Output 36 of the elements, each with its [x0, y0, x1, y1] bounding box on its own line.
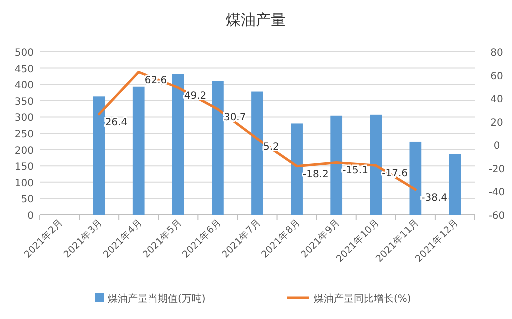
y-tick-label: 50 — [21, 194, 34, 206]
y-tick-label: 0 — [28, 211, 34, 222]
bar — [370, 114, 382, 215]
bar — [172, 74, 184, 215]
y-tick-label: 500 — [14, 48, 34, 59]
bar — [291, 124, 303, 215]
legend-label: 煤油产量当期值(万吨) — [108, 293, 206, 305]
y2-tick-label: -60 — [488, 211, 506, 222]
y-tick-label: 200 — [14, 146, 34, 157]
data-label: 26.4 — [105, 117, 128, 128]
data-label: -18.2 — [303, 169, 329, 180]
bar — [410, 142, 422, 215]
y2-tick-label: 60 — [490, 71, 504, 82]
y2-tick-label: 20 — [490, 118, 504, 129]
y-tick-label: 450 — [14, 64, 34, 76]
legend-label: 煤油产量同比增长(%) — [314, 293, 412, 305]
y2-tick-label: 80 — [490, 48, 504, 59]
y2-tick-label: 40 — [490, 94, 504, 106]
y-tick-label: 150 — [14, 162, 34, 174]
y-tick-label: 100 — [14, 178, 34, 190]
bar — [93, 96, 106, 215]
y2-tick-label: -20 — [488, 164, 506, 176]
y-tick-label: 300 — [14, 113, 34, 124]
y2-tick-label: -40 — [488, 188, 506, 199]
bar — [252, 92, 264, 215]
y-tick-label: 350 — [14, 96, 34, 108]
data-label: -15.1 — [342, 166, 368, 177]
chart-title: 煤油产量 — [226, 11, 286, 29]
y2-tick-label: 0 — [494, 141, 500, 152]
bar — [330, 116, 343, 215]
bar — [449, 154, 462, 215]
bar — [132, 86, 145, 215]
y-tick-label: 400 — [14, 80, 34, 92]
y-tick-label: 250 — [14, 130, 34, 140]
bar — [212, 81, 224, 215]
data-label: -38.4 — [422, 192, 448, 204]
